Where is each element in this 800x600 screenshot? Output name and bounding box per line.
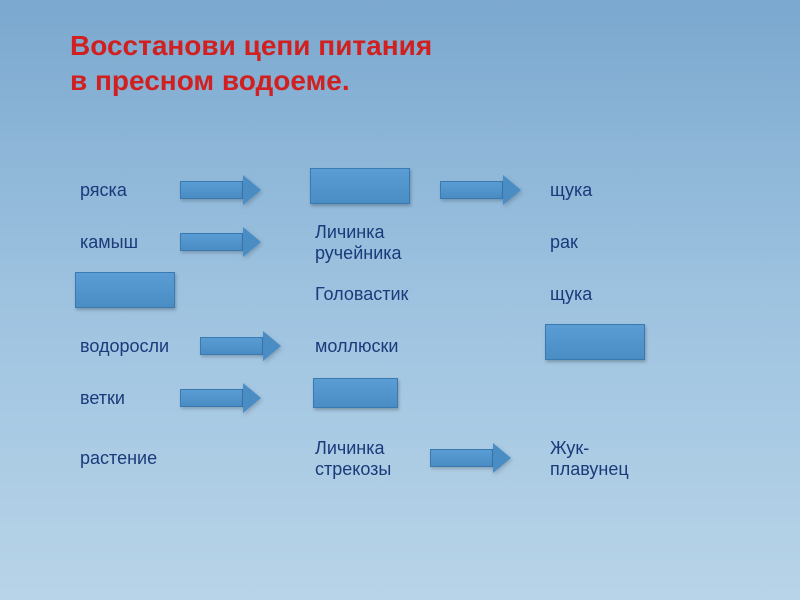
title-line2: в пресном водоеме. <box>70 63 432 98</box>
title-line1: Восстанови цепи питания <box>70 28 432 63</box>
blank-box-r1 <box>310 168 410 204</box>
diagram-container: Восстанови цепи питания в пресном водоем… <box>0 0 800 600</box>
label-line1: Жук- <box>550 438 629 459</box>
arrow-head-icon <box>493 443 511 473</box>
label-shchuka2: щука <box>550 284 592 305</box>
arrow-r2-1 <box>180 227 261 257</box>
label-zhuk-plavunets: Жук- плавунец <box>550 438 629 479</box>
arrow-body <box>180 233 243 251</box>
label-shchuka1: щука <box>550 180 592 201</box>
arrow-head-icon <box>263 331 281 361</box>
arrow-body <box>440 181 503 199</box>
arrow-body <box>200 337 263 355</box>
arrow-r5-1 <box>180 383 261 413</box>
arrow-r1-1 <box>180 175 261 205</box>
label-rak: рак <box>550 232 578 253</box>
arrow-r6-2 <box>430 443 511 473</box>
arrow-r1-2 <box>440 175 521 205</box>
label-line2: стрекозы <box>315 459 391 480</box>
blank-box-r4 <box>545 324 645 360</box>
arrow-body <box>180 389 243 407</box>
label-lichinka-rucheinika: Личинка ручейника <box>315 222 402 263</box>
label-line1: Личинка <box>315 438 391 459</box>
arrow-head-icon <box>503 175 521 205</box>
label-vodorosli: водоросли <box>80 336 169 357</box>
arrow-r4-1 <box>200 331 281 361</box>
arrow-body <box>180 181 243 199</box>
label-lichinka-strekozy: Личинка стрекозы <box>315 438 391 479</box>
label-line2: ручейника <box>315 243 402 264</box>
label-kamysh: камыш <box>80 232 138 253</box>
blank-box-r3 <box>75 272 175 308</box>
label-ryaska: ряска <box>80 180 127 201</box>
blank-box-r5 <box>313 378 398 408</box>
label-golovastik: Головастик <box>315 284 408 305</box>
arrow-head-icon <box>243 383 261 413</box>
page-title: Восстанови цепи питания в пресном водоем… <box>70 28 432 98</box>
label-line2: плавунец <box>550 459 629 480</box>
label-rastenie: растение <box>80 448 157 469</box>
label-vetki: ветки <box>80 388 125 409</box>
arrow-head-icon <box>243 227 261 257</box>
arrow-head-icon <box>243 175 261 205</box>
label-mollyuski: моллюски <box>315 336 398 357</box>
label-line1: Личинка <box>315 222 402 243</box>
arrow-body <box>430 449 493 467</box>
